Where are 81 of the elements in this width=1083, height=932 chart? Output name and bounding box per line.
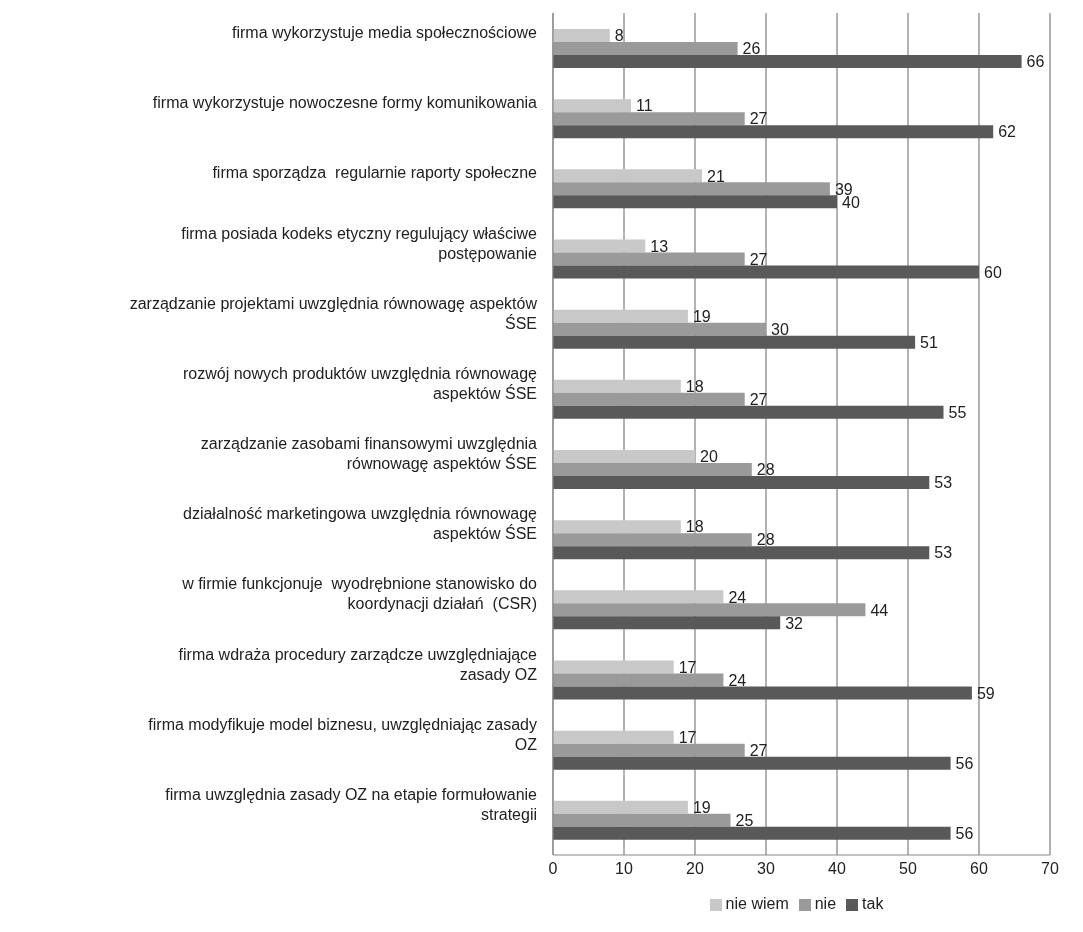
data-label: 25 [735, 812, 754, 830]
y-tick-label: firma posiada kodeks etyczny regulujący właściwe postępowanie [181, 224, 538, 262]
data-label: 17 [678, 658, 697, 676]
y-tick-label: firma uwzględnia zasady OZ na etapie formułowanie strategii [165, 786, 538, 824]
data-label: 27 [749, 741, 768, 759]
data-label: 28 [756, 531, 775, 549]
data-label: 21 [707, 167, 725, 185]
legend-label: nie wiem [725, 895, 789, 912]
data-label: 56 [955, 754, 974, 772]
bar [553, 335, 916, 349]
bar [553, 29, 610, 42]
data-label: 28 [756, 461, 775, 479]
data-label: 44 [870, 601, 889, 619]
bar [553, 730, 674, 744]
bar [553, 476, 930, 489]
data-label: 19 [692, 799, 711, 817]
bar [553, 546, 930, 560]
y-tick-label: zarządzanie zasobami finansowymi uwzględnia równowagę aspektów ŚSE [200, 435, 538, 473]
bar [553, 239, 646, 253]
x-tick-label: 30 [757, 860, 775, 878]
data-label: 53 [934, 474, 953, 492]
data-label: 56 [955, 825, 974, 843]
data-label: 13 [650, 237, 669, 255]
x-tick-label: 20 [686, 860, 704, 878]
x-tick-label: 10 [615, 860, 633, 878]
data-label: 11 [636, 97, 653, 115]
data-label: 51 [920, 333, 938, 351]
legend-label: nie [814, 895, 837, 912]
y-tick-label: firma sporządza regularnie raporty społeczne [212, 164, 538, 182]
bar [553, 309, 688, 323]
data-label: 27 [749, 110, 768, 128]
data-label: 55 [948, 404, 967, 422]
data-label: 53 [934, 544, 953, 562]
data-label: 24 [728, 588, 747, 606]
data-label: 32 [785, 614, 804, 632]
bar [553, 125, 994, 139]
data-label: 8 [614, 27, 624, 45]
bar [553, 265, 979, 279]
data-label: 66 [1026, 53, 1045, 71]
data-label: 62 [998, 123, 1017, 141]
data-label: 27 [749, 250, 768, 268]
y-tick-label: rozwój nowych produktów uwzględnia równowagę aspektów ŚSE [183, 365, 538, 403]
data-label: 30 [771, 320, 789, 338]
x-tick-label: 50 [899, 860, 917, 878]
data-label: 24 [728, 671, 747, 689]
x-tick-label: 0 [548, 860, 558, 878]
bar [553, 660, 674, 674]
bar [553, 405, 944, 419]
data-label: 26 [742, 40, 761, 58]
y-tick-label: działalność marketingowa uwzględnia równowagę aspektów ŚSE [183, 505, 538, 543]
data-label: 17 [678, 728, 697, 746]
data-label: 60 [984, 263, 1002, 281]
bar [553, 379, 681, 393]
bar [553, 616, 781, 630]
bar [553, 520, 681, 534]
bar [553, 686, 972, 700]
bar [553, 590, 724, 604]
data-label: 18 [685, 518, 704, 536]
data-label: 59 [976, 684, 995, 702]
data-label: 18 [685, 378, 704, 396]
y-tick-label: firma wdraża procedury zarządcze uwzględniające zasady OZ [178, 645, 538, 683]
y-tick-label: firma wykorzystuje media społecznościowe [232, 24, 538, 42]
y-tick-label: w firmie funkcjonuje wyodrębnione stanowisko do koordynacji działań (CSR) [181, 575, 538, 613]
data-label: 19 [692, 307, 711, 325]
data-label: 27 [749, 391, 768, 409]
x-tick-label: 60 [970, 860, 988, 878]
data-label: 20 [700, 448, 718, 466]
x-tick-label: 40 [828, 860, 846, 878]
bar [553, 99, 632, 113]
y-tick-label: zarządzanie projektami uwzględnia równowagę aspektów ŚSE [129, 294, 538, 332]
bar [553, 169, 703, 183]
bar [553, 195, 837, 209]
y-tick-label: firma wykorzystuje nowoczesne formy komunikowania [152, 94, 538, 112]
y-tick-label: firma modyfikuje model biznesu, uwzględniając zasady OZ [148, 715, 538, 753]
bar [553, 826, 951, 840]
legend-label: tak [862, 895, 884, 912]
bar [553, 450, 695, 463]
bar [553, 756, 951, 770]
bar [553, 55, 1022, 68]
x-tick-label: 70 [1041, 860, 1059, 878]
bar [553, 800, 688, 814]
